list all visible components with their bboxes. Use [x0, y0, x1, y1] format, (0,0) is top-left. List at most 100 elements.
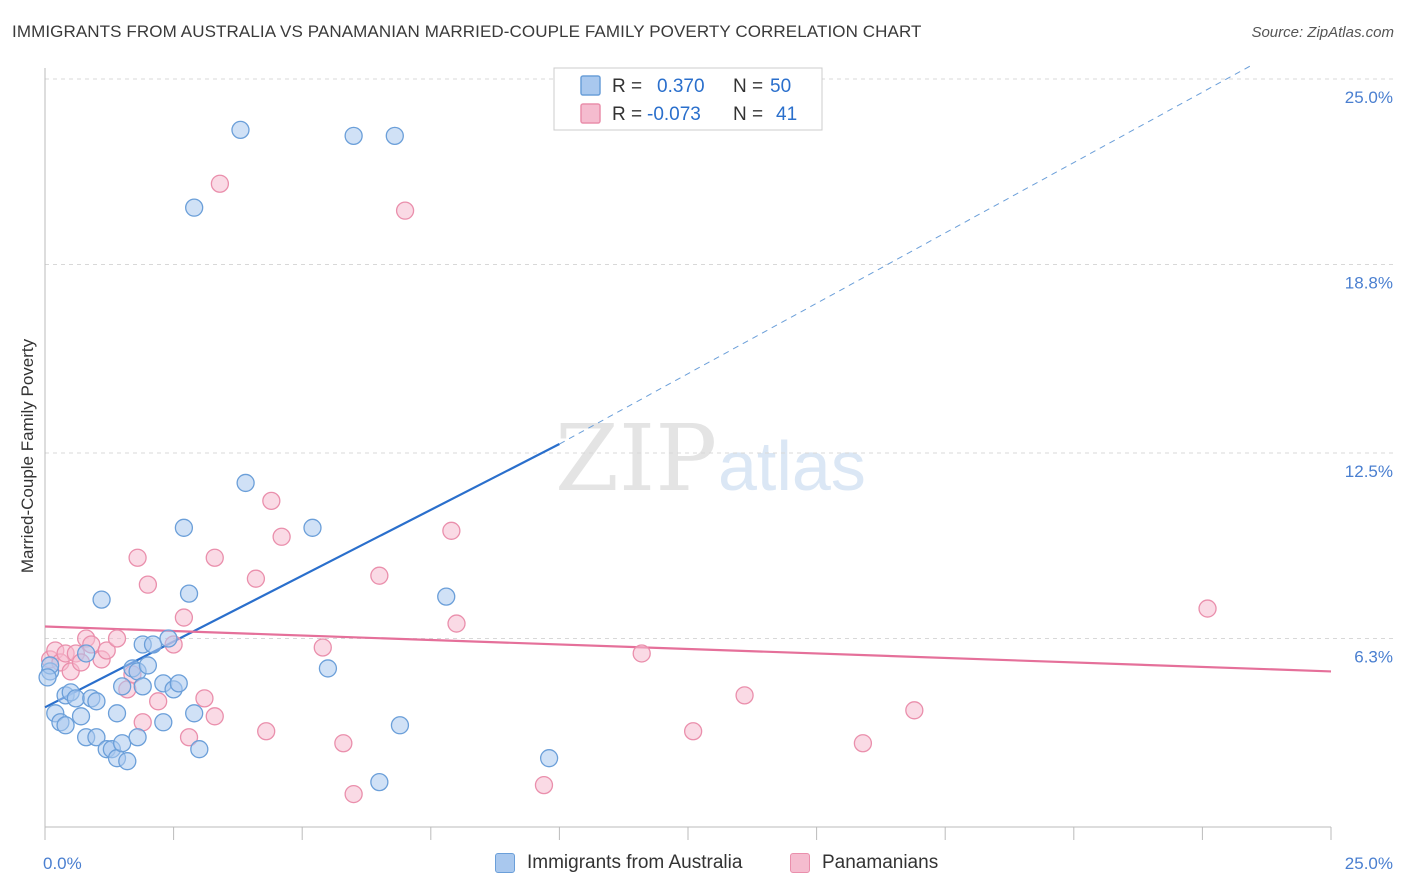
legend-r-label-1: R = — [612, 76, 642, 97]
point-panamanians — [174, 608, 194, 627]
point-australia — [185, 198, 204, 217]
x-tick-label: 0.0% — [43, 854, 82, 873]
point-australia — [133, 677, 152, 696]
point-australia — [113, 734, 132, 753]
point-australia — [169, 674, 188, 693]
point-australia — [118, 752, 137, 771]
point-australia — [38, 668, 57, 687]
point-australia — [128, 728, 147, 747]
point-panamanians — [395, 201, 415, 220]
point-australia — [370, 772, 389, 792]
data-points — [38, 120, 1217, 804]
chart-title: IMMIGRANTS FROM AUSTRALIA VS PANAMANIAN … — [12, 22, 922, 41]
point-australia — [77, 644, 96, 663]
point-panamanians — [210, 174, 230, 193]
stats-legend: R = 0.370 N = 50 R = -0.073 N = 41 — [553, 67, 823, 131]
legend-label-australia: Immigrants from Australia — [527, 852, 743, 873]
point-australia — [231, 120, 250, 140]
legend-swatch-australia — [495, 853, 515, 873]
point-australia — [138, 656, 158, 675]
legend-swatch-pink — [580, 103, 601, 124]
legend-n-value-1: 50 — [770, 76, 791, 97]
trend-line-australia — [44, 443, 560, 709]
point-panamanians — [447, 614, 466, 633]
point-australia — [179, 584, 199, 603]
point-panamanians — [195, 689, 214, 708]
point-panamanians — [344, 784, 363, 804]
point-panamanians — [442, 521, 461, 540]
point-australia — [154, 713, 173, 732]
point-panamanians — [313, 638, 332, 657]
point-panamanians — [205, 707, 224, 726]
point-panamanians — [179, 728, 199, 747]
point-australia — [92, 590, 111, 609]
point-australia — [185, 704, 204, 723]
point-panamanians — [128, 548, 147, 567]
point-panamanians — [534, 775, 554, 795]
trend-line-panamanians — [44, 625, 1332, 673]
point-australia — [236, 473, 255, 493]
point-panamanians — [683, 722, 703, 741]
point-panamanians — [97, 641, 116, 660]
point-australia — [190, 740, 209, 759]
point-panamanians — [334, 734, 353, 753]
legend-n-label-1: N = — [733, 76, 763, 97]
point-australia — [87, 692, 106, 711]
point-panamanians — [149, 692, 168, 711]
point-australia — [113, 677, 132, 696]
point-panamanians — [853, 734, 873, 753]
point-panamanians — [272, 527, 291, 546]
tick-labels: 6.3% 12.5% 18.8% 25.0% 0.0% 25.0% — [43, 88, 1393, 873]
legend-swatch-blue — [580, 75, 601, 96]
point-australia — [174, 518, 194, 537]
trend-lines — [44, 63, 1332, 709]
bottom-legend: Immigrants from Australia Panamanians — [0, 852, 1406, 878]
x-tick-label: 25.0% — [1345, 854, 1393, 873]
y-tick-label: 25.0% — [1345, 88, 1393, 107]
point-panamanians — [246, 569, 266, 588]
legend-label-panamanians: Panamanians — [822, 852, 939, 873]
point-panamanians — [905, 701, 924, 720]
point-australia — [385, 126, 404, 145]
legend-r-value-1: 0.370 — [657, 76, 705, 97]
point-australia — [107, 704, 127, 723]
gridlines — [45, 78, 1395, 640]
y-axis-title: Married-Couple Family Poverty — [18, 338, 37, 573]
legend-n-label-2: N = — [733, 104, 763, 125]
watermark-zip: ZIP — [555, 405, 717, 512]
point-panamanians — [257, 722, 276, 741]
point-panamanians — [370, 566, 389, 585]
legend-r-label-2: R = — [612, 104, 642, 125]
legend-n-value-2: 41 — [776, 104, 797, 125]
y-tick-label: 6.3% — [1354, 648, 1393, 667]
point-australia — [303, 518, 322, 537]
axes — [44, 68, 1332, 840]
point-australia — [318, 659, 338, 678]
point-australia — [390, 716, 410, 735]
legend-r-value-2: -0.073 — [647, 104, 701, 125]
legend-swatch-panamanians — [790, 853, 810, 873]
legend-item-panamanians: Panamanians — [790, 852, 938, 874]
point-australia — [344, 126, 363, 145]
point-panamanians — [205, 548, 224, 567]
y-tick-label: 12.5% — [1345, 462, 1393, 481]
watermark-atlas: atlas — [718, 427, 866, 505]
point-panamanians — [735, 686, 754, 705]
point-australia — [437, 587, 456, 606]
point-panamanians — [632, 644, 651, 663]
point-australia — [66, 689, 86, 708]
point-australia — [159, 629, 178, 648]
legend-item-australia: Immigrants from Australia — [495, 852, 742, 874]
source-label: Source: ZipAtlas.com — [1251, 24, 1394, 41]
point-panamanians — [262, 491, 281, 511]
point-australia — [87, 728, 106, 747]
point-panamanians — [107, 629, 127, 648]
point-australia — [143, 635, 163, 654]
point-panamanians — [138, 575, 158, 594]
point-australia — [71, 707, 91, 726]
point-australia — [539, 749, 559, 768]
point-australia — [56, 716, 75, 735]
y-tick-label: 18.8% — [1345, 274, 1393, 293]
point-panamanians — [1198, 599, 1217, 618]
